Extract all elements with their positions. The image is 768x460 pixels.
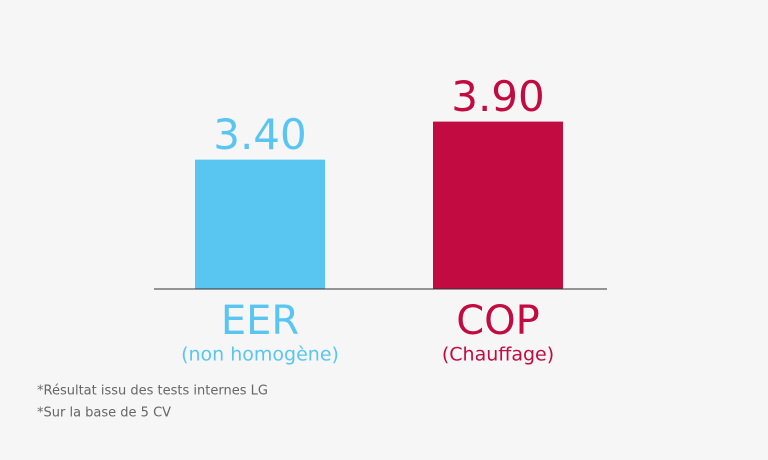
footnote: *Sur la base de 5 CV — [37, 406, 171, 421]
value-label: 3.40 — [213, 110, 307, 159]
category-label: COP — [456, 298, 540, 344]
footnote: *Résultat issu des tests internes LG — [37, 384, 268, 399]
value-label: 3.90 — [451, 72, 545, 121]
category-sublabel: (Chauffage) — [442, 344, 554, 366]
category-sublabel: (non homogène) — [181, 344, 339, 366]
bar — [433, 121, 563, 289]
category-label: EER — [221, 298, 299, 344]
bar — [195, 159, 325, 289]
